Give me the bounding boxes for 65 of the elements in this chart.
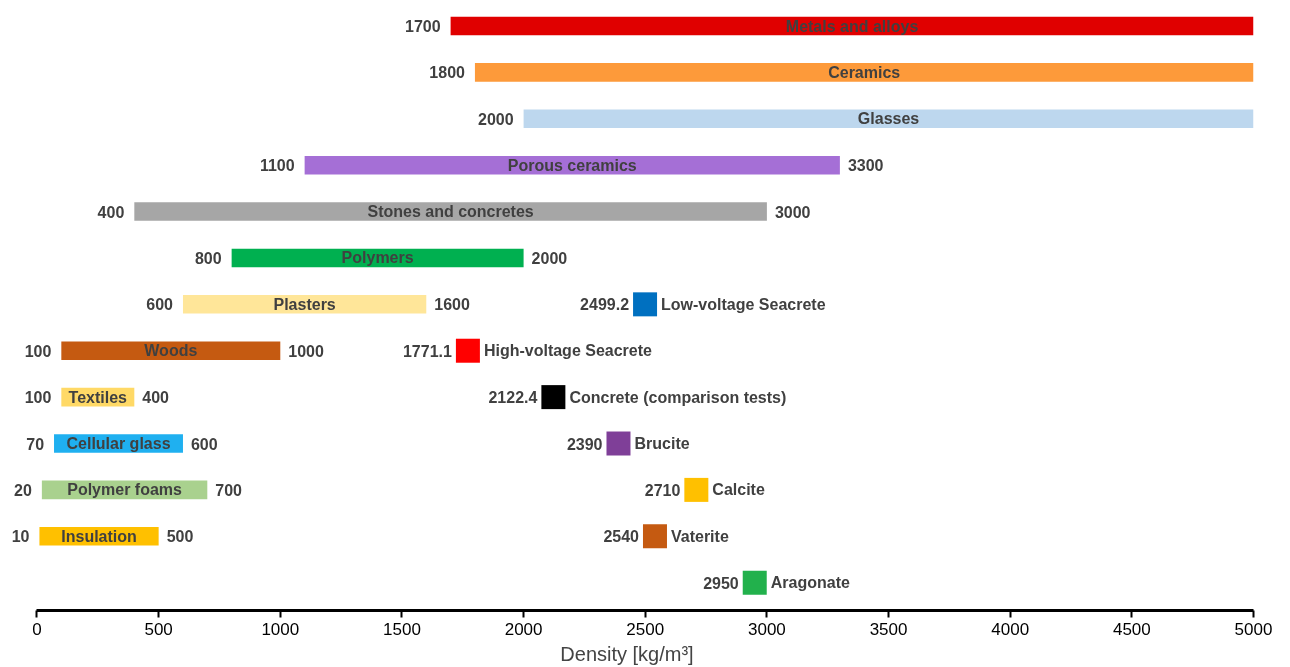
x-tick-label: 3000 (747, 619, 786, 639)
annotation: 400 (97, 203, 125, 221)
data-label: 700 (215, 481, 243, 499)
data-label: 2499.2 (580, 296, 630, 314)
data-label: 400 (142, 389, 170, 407)
annotation: 1800 (429, 64, 466, 82)
y-tick-label: Stones and concretes (367, 203, 534, 221)
data-label: 1600 (434, 296, 470, 314)
bar (182, 295, 427, 314)
y-tick-label: Cellular glass (66, 435, 171, 452)
series-label: Concrete (comparison tests) (569, 388, 787, 406)
y-tick-label: Polymers (341, 249, 414, 267)
annotation: 1700 (405, 18, 441, 36)
y-tick-label: Ceramics (828, 63, 901, 81)
x-tick-label: 4000 (991, 619, 1030, 639)
data-label: 3300 (847, 157, 884, 175)
bar (474, 63, 1254, 82)
data-label: 600 (190, 435, 218, 453)
x-tick-label: 0 (32, 619, 42, 639)
bar (134, 202, 767, 221)
series-label: Aragonate (770, 574, 850, 592)
x-tick-label: 4500 (1112, 619, 1151, 639)
series-label: Low-voltage Seacrete (661, 295, 826, 313)
data-label: 3000 (774, 203, 811, 221)
data-label: 2540 (603, 528, 640, 546)
bar (523, 109, 1254, 129)
x-tick-label: 500 (144, 619, 173, 639)
x-tick-label: 2000 (504, 619, 543, 639)
data-label: 1000 (288, 342, 324, 360)
data-label: 2122.4 (488, 389, 538, 407)
y-tick-label: Textiles (68, 388, 128, 406)
bar (61, 341, 281, 361)
data-label: 500 (166, 528, 194, 546)
data-label: 1771.1 (402, 342, 453, 360)
annotation: 20 (14, 481, 32, 499)
x-axis-title: Density [kg/m³] (560, 642, 694, 665)
annotation: 100 (24, 342, 52, 360)
data-label: 2000 (531, 249, 568, 267)
x-tick-label: 5000 (1234, 619, 1273, 639)
data-label: 2710 (644, 481, 681, 499)
series-label: Vaterite (670, 527, 729, 545)
x-tick-label: 3500 (869, 619, 908, 639)
bar (450, 16, 1254, 36)
annotation: 600 (146, 296, 174, 314)
y-tick-label: Glasses (857, 110, 920, 128)
series-label: Calcite (712, 481, 765, 499)
y-tick-label: Insulation (61, 527, 137, 545)
series-label: High-voltage Seacrete (483, 342, 653, 360)
annotation: 70 (26, 435, 45, 453)
x-tick-label: 1000 (261, 619, 300, 639)
data-label: 2950 (703, 574, 739, 592)
y-tick-label: Polymer foams (67, 481, 183, 499)
series-label: Brucite (634, 435, 690, 452)
y-tick-label: Woods (144, 342, 198, 360)
y-tick-label: Plasters (273, 295, 336, 313)
x-tick-label: 1500 (383, 619, 421, 639)
annotation: 800 (194, 249, 222, 267)
y-tick-label: Porous ceramics (507, 156, 637, 174)
y-tick-label: Metals and alloys (785, 17, 919, 35)
annotation: 1100 (259, 157, 295, 175)
annotation: 10 (11, 528, 30, 546)
annotation: 100 (24, 389, 52, 407)
annotation: 2000 (478, 110, 514, 128)
data-label: 2390 (566, 435, 603, 453)
x-tick-label: 2500 (626, 619, 665, 639)
